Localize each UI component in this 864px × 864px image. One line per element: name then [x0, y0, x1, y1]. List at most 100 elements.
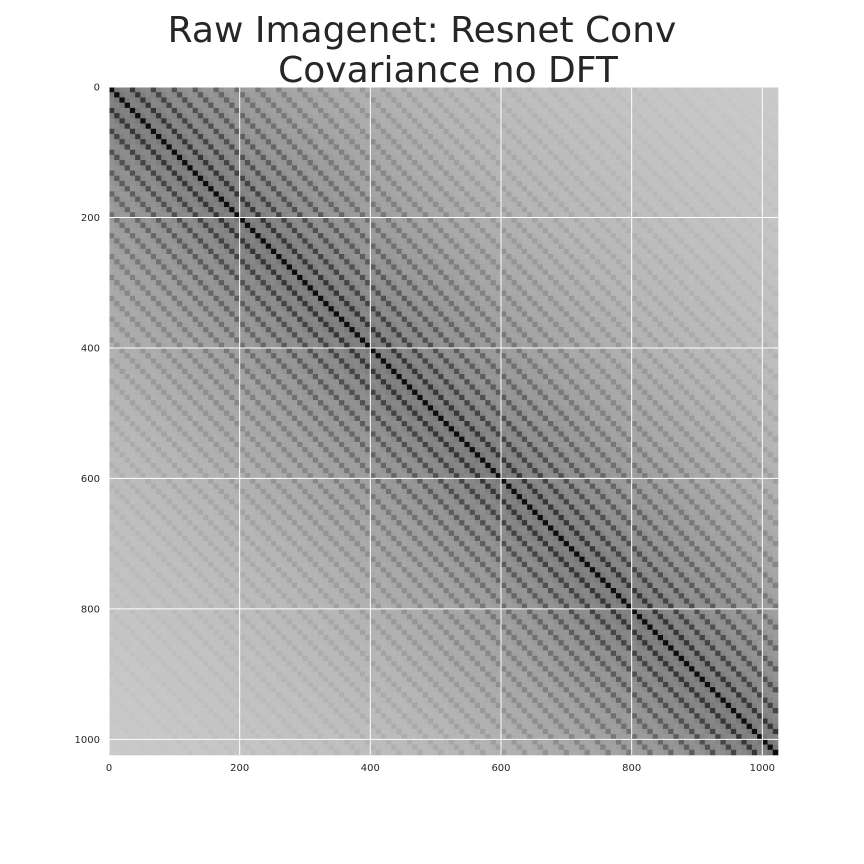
heatmap-cell — [114, 165, 120, 171]
heatmap-cell — [521, 222, 528, 229]
heatmap-cell — [370, 280, 376, 286]
heatmap-cell — [286, 222, 293, 229]
heatmap-cell — [553, 87, 559, 93]
heatmap-cell — [271, 248, 277, 255]
heatmap-cell — [516, 238, 523, 244]
heatmap-cell — [197, 217, 204, 223]
heatmap-cell — [422, 269, 429, 276]
heatmap-cell — [427, 97, 434, 103]
heatmap-cell — [741, 217, 747, 223]
heatmap-cell — [736, 144, 742, 150]
heatmap-cell — [229, 128, 235, 135]
heatmap-cell — [427, 123, 434, 130]
heatmap-cell — [333, 160, 340, 166]
heatmap-cell — [265, 201, 272, 208]
heatmap-cell — [663, 128, 669, 135]
heatmap-cell — [548, 274, 554, 281]
heatmap-cell — [250, 207, 256, 213]
heatmap-cell — [401, 264, 408, 270]
heatmap-cell — [767, 144, 774, 150]
heatmap-cell — [417, 259, 423, 265]
heatmap-cell — [574, 165, 580, 171]
heatmap-cell — [469, 87, 476, 93]
heatmap-cell — [281, 264, 288, 270]
heatmap-cell — [631, 280, 638, 286]
heatmap-cell — [260, 248, 267, 255]
heatmap-cell — [642, 139, 648, 145]
heatmap-cell — [443, 154, 450, 161]
heatmap-cell — [359, 254, 366, 260]
heatmap-cell — [344, 92, 350, 98]
heatmap-cell — [600, 170, 606, 177]
heatmap-cell — [642, 128, 648, 135]
heatmap-cell — [244, 233, 251, 239]
heatmap-cell — [647, 233, 653, 239]
heatmap-cell — [605, 217, 612, 223]
heatmap-cell — [218, 264, 225, 270]
heatmap-cell — [762, 280, 768, 286]
heatmap-cell — [720, 92, 727, 98]
heatmap-cell — [762, 248, 768, 255]
heatmap-cell — [192, 212, 199, 218]
heatmap-cell — [208, 92, 214, 98]
heatmap-cell — [375, 102, 382, 109]
heatmap-cell — [427, 133, 434, 140]
heatmap-cell — [453, 274, 460, 281]
heatmap-cell — [354, 227, 361, 234]
heatmap-cell — [401, 201, 408, 208]
heatmap-cell — [271, 254, 277, 260]
heatmap-cell — [584, 160, 591, 166]
heatmap-cell — [119, 207, 125, 213]
heatmap-cell — [605, 175, 612, 182]
heatmap-cell — [459, 191, 465, 197]
heatmap-cell — [323, 175, 329, 182]
heatmap-cell — [119, 107, 125, 114]
heatmap-cell — [704, 233, 711, 239]
heatmap-cell — [281, 139, 288, 145]
heatmap-cell — [453, 87, 460, 93]
heatmap-cell — [229, 259, 235, 265]
heatmap-cell — [171, 191, 178, 197]
heatmap-cell — [720, 243, 727, 250]
heatmap-cell — [323, 233, 329, 239]
heatmap-cell — [349, 87, 355, 93]
heatmap-cell — [109, 269, 115, 276]
heatmap-cell — [380, 149, 387, 156]
heatmap-cell — [438, 207, 444, 213]
heatmap-cell — [772, 217, 779, 223]
heatmap-cell — [135, 144, 141, 150]
heatmap-cell — [156, 97, 162, 103]
heatmap-cell — [255, 149, 261, 156]
heatmap-cell — [615, 154, 622, 161]
heatmap-cell — [197, 196, 204, 203]
heatmap-cell — [474, 97, 481, 103]
heatmap-cell — [678, 222, 685, 229]
heatmap-cell — [521, 212, 528, 218]
heatmap-cell — [354, 170, 361, 177]
heatmap-cell — [417, 243, 423, 250]
heatmap-cell — [145, 113, 152, 119]
heatmap-cell — [605, 170, 612, 177]
heatmap-cell — [474, 248, 481, 255]
heatmap-cell — [307, 128, 314, 135]
heatmap-cell — [610, 201, 617, 208]
heatmap-cell — [265, 274, 272, 281]
heatmap-cell — [527, 222, 533, 229]
heatmap-cell — [710, 92, 716, 98]
heatmap-cell — [615, 144, 622, 150]
heatmap-cell — [140, 144, 146, 150]
heatmap-cell — [741, 207, 747, 213]
heatmap-cell — [218, 269, 225, 276]
heatmap-cell — [647, 165, 653, 171]
heatmap-cell — [129, 217, 136, 223]
heatmap-cell — [422, 160, 429, 166]
heatmap-cell — [704, 97, 711, 103]
heatmap-cell — [213, 149, 220, 156]
heatmap-cell — [605, 149, 612, 156]
heatmap-cell — [291, 154, 298, 161]
heatmap-cell — [135, 222, 141, 229]
heatmap-cell — [710, 191, 716, 197]
heatmap-cell — [516, 233, 523, 239]
heatmap-cell — [652, 113, 659, 119]
heatmap-cell — [579, 107, 585, 114]
